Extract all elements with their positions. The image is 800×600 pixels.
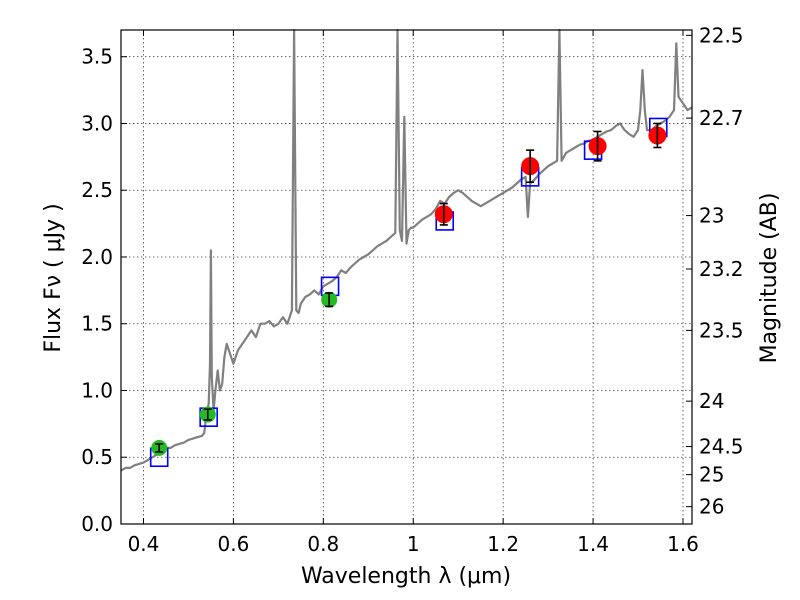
x-tick-label: 1.4 — [577, 532, 609, 556]
x-tick-label: 0.4 — [128, 532, 160, 556]
y-tick-label: 2.5 — [81, 178, 113, 202]
grid — [121, 30, 692, 525]
x-tick-label: 1 — [407, 532, 420, 556]
x-axis-label: Wavelength λ (μm) — [301, 564, 511, 589]
x-tick-label: 0.6 — [217, 532, 249, 556]
right-tick-label: 23.5 — [699, 318, 744, 342]
y-axis-label: Flux Fν ( μJy ) — [41, 203, 66, 352]
y-tick-label: 0.0 — [81, 512, 113, 536]
x-tick-label: 0.8 — [307, 532, 339, 556]
right-tick-label: 26 — [699, 495, 724, 519]
y-tick-label: 3.5 — [81, 45, 113, 69]
x-tick-label: 1.2 — [487, 532, 519, 556]
right-tick-label: 22.5 — [699, 23, 744, 47]
right-tick-label: 24.5 — [699, 435, 744, 459]
plot-frame — [120, 29, 693, 525]
y-tick-label: 1.5 — [81, 312, 113, 336]
right-tick-label: 23.2 — [699, 257, 744, 281]
spectrum-layer — [120, 28, 693, 472]
right-axis-label: Magnitude (AB) — [757, 193, 782, 364]
model-spectrum-line — [120, 28, 693, 472]
right-tick-label: 23 — [699, 204, 724, 228]
axis-ticks: 0.4 0.6 0.8 1 1.2 1.4 1.6 0.0 0.5 1.0 1.5 2.0 2.5 3.0… — [81, 23, 743, 556]
right-tick-label: 22.7 — [699, 106, 744, 130]
right-tick-label: 24 — [699, 389, 724, 413]
x-tick-label: 1.6 — [667, 532, 699, 556]
y-tick-label: 3.0 — [81, 111, 113, 135]
y-tick-label: 0.5 — [81, 445, 113, 469]
y-tick-label: 1.0 — [81, 378, 113, 402]
model-box-layer — [149, 117, 668, 468]
right-tick-label: 25 — [699, 463, 724, 487]
y-tick-label: 2.0 — [81, 245, 113, 269]
photometry-layer — [151, 122, 667, 456]
